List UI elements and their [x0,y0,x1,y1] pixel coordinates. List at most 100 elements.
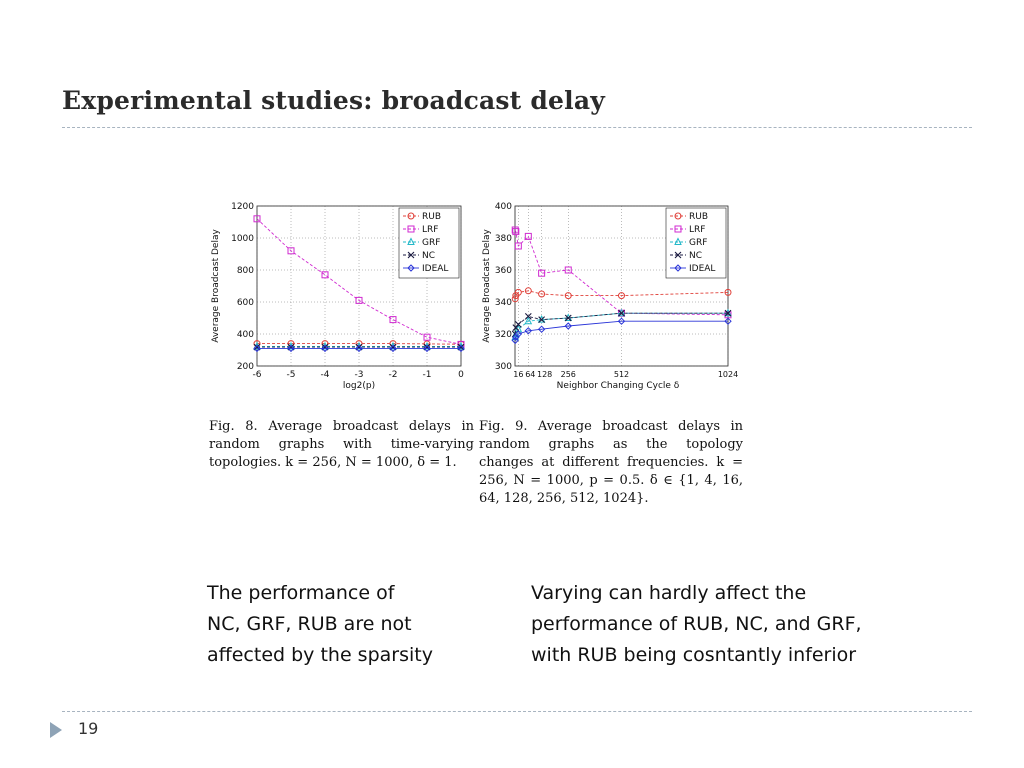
fig1-point-nc [618,309,625,317]
fig1-legend-marker [674,225,682,233]
figure-8-chart: 200 400 600 800 1000 1200 -6 -5 -4 -3 -2 -1 0 Average… [211,202,465,391]
fig1-y-tick-label: 400 [495,202,512,212]
fig0-y-tick-label: 1000 [231,234,254,244]
fig0-x-tick-label: -6 [253,370,262,380]
fig1-x-tick-label: 256 [561,370,576,379]
fig1-point-lrf [564,266,572,274]
left-observation: The performance of NC, GRF, RUB are not … [207,578,433,671]
fig0-series-ideal [253,344,465,353]
fig0-legend-marker [407,251,415,259]
title-divider [62,127,972,128]
fig0-point-lrf [253,215,261,223]
fig1-series-rub [511,287,732,303]
fig0-point-ideal [253,344,261,353]
fig1-point-lrf [511,226,519,234]
fig1-legend-label: LRF [689,225,705,235]
fig1-x-tick-label: 128 [537,370,552,379]
fig1-y-tick-label: 300 [495,362,512,372]
fig0-point-lrf [287,247,295,255]
left-observation-line: NC, GRF, RUB are not [207,613,412,635]
fig0-x-tick-label: -2 [389,370,398,380]
fig1-point-rub [524,287,532,295]
page-number: 19 [78,719,99,738]
fig0-x-tick-label: -5 [287,370,296,380]
fig1-legend-label: NC [689,251,702,261]
fig1-y-axis-label: Average Broadcast Delay [482,229,492,343]
fig1-y-tick-label: 320 [495,330,512,340]
fig1-x-tick-label: 64 [525,370,535,379]
fig0-legend-label: LRF [422,225,438,235]
fig1-legend-marker [674,212,682,220]
fig0-y-tick-label: 200 [237,362,254,372]
fig0-y-tick-label: 400 [237,330,254,340]
right-observation-line: Varying can hardly affect the [531,582,807,604]
fig1-point-ideal [564,322,572,330]
fig1-point-rub [511,295,519,303]
fig0-point-lrf [389,316,397,324]
fig1-series-ideal [511,317,732,345]
fig0-x-tick-label: -3 [355,370,364,380]
fig0-legend-label: RUB [422,212,441,222]
fig1-point-ideal [537,325,546,333]
fig1-legend-marker [674,237,682,245]
bullet-triangle-icon [50,722,62,738]
fig1-point-ideal [617,317,626,325]
fig1-x-axis-label: Neighbor Changing Cycle δ [557,381,680,391]
fig1-point-ideal [514,330,523,338]
fig0-x-axis-label: log2(p) [343,381,375,391]
fig1-legend-label: RUB [689,212,708,222]
fig1-point-ideal [724,317,732,325]
fig0-point-ideal [287,344,295,353]
fig1-point-nc [564,314,572,322]
fig1-point-lrf [524,232,532,240]
fig1-x-tick-label: 1024 [718,370,738,379]
fig0-y-tick-label: 800 [237,266,254,276]
fig1-point-lrf [538,269,546,277]
footer-divider [62,711,972,712]
slide-title: Experimental studies: broadcast delay [62,86,605,115]
fig0-point-lrf [355,296,363,304]
fig0-line-lrf [256,218,462,345]
fig0-y-tick-label: 600 [237,298,254,308]
left-observation-line: The performance of [207,582,395,604]
fig0-point-ideal [389,344,397,353]
fig1-point-lrf [514,242,522,250]
fig1-point-grf [617,308,626,317]
fig1-point-nc [524,313,532,320]
fig1-point-rub [514,288,522,296]
fig1-point-ideal [524,327,533,335]
fig1-line-grf [514,312,728,338]
fig1-x-tick-label: 16 [513,370,523,379]
figure-9-caption: Fig. 9. Average broadcast delays in rand… [479,419,743,506]
fig1-x-tick-label: 512 [614,370,629,379]
fig1-point-grf [524,316,533,325]
fig0-x-tick-label: -1 [423,370,432,380]
fig0-point-ideal [457,344,465,353]
fig0-legend-label: IDEAL [422,264,448,274]
fig0-x-tick-label: -4 [321,370,330,380]
fig1-point-rub [724,288,732,296]
right-observation-line: with RUB being cosntantly inferior [531,644,857,666]
fig0-point-ideal [355,344,363,353]
fig0-x-tick-label: 0 [458,370,464,380]
fig1-y-tick-label: 380 [495,234,512,244]
fig0-series-lrf [253,215,465,348]
fig1-point-rub [618,292,625,300]
fig0-legend-marker [407,225,415,233]
fig1-y-tick-label: 360 [495,266,512,276]
left-observation-line: affected by the sparsity [207,644,433,666]
right-observation-line: performance of RUB, NC, and GRF, [531,613,862,635]
fig1-legend-marker [674,264,682,272]
fig1-legend-label: IDEAL [689,264,715,274]
fig0-point-ideal [423,344,431,353]
fig0-legend-label: GRF [422,238,440,248]
fig0-point-ideal [321,344,329,353]
fig1-point-rub [538,290,546,298]
fig0-point-lrf [321,271,329,279]
fig0-legend-marker [407,237,415,245]
fig1-legend-label: GRF [689,238,707,248]
figure-8-caption: Fig. 8. Average broadcast delays in rand… [209,419,474,470]
fig1-point-grf [724,308,732,317]
fig1-legend-marker [674,251,682,259]
fig0-legend-marker [407,264,415,272]
